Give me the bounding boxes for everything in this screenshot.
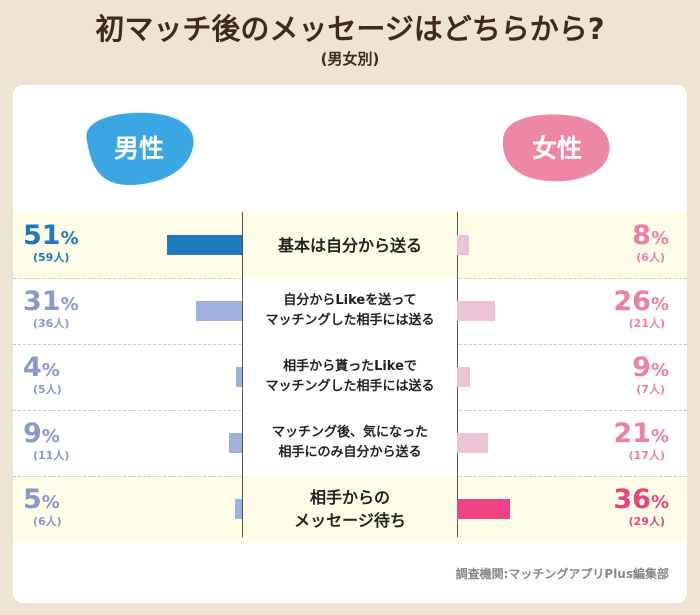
female-percent-label: 21%	[613, 420, 669, 451]
female-bar	[457, 499, 511, 519]
percent-unit: %	[650, 294, 669, 315]
female-percent-value: 26	[613, 286, 651, 317]
male-percent-value: 51	[23, 220, 61, 251]
male-bar	[166, 235, 242, 255]
percent-unit: %	[650, 426, 669, 447]
female-bar	[457, 433, 489, 453]
male-percent-value: 4	[23, 352, 42, 383]
male-percent-label: 5%	[23, 486, 60, 517]
category-label-line: 相手からの	[309, 488, 390, 507]
male-blob-shape	[86, 112, 194, 185]
category-label-line: 相手にのみ自分から送る	[278, 445, 422, 460]
male-percent-label: 9%	[23, 420, 60, 451]
male-percent-value: 31	[23, 286, 61, 317]
female-bar	[457, 367, 471, 387]
male-count-label: (59人)	[33, 251, 70, 264]
female-percent-label: 26%	[613, 288, 669, 319]
chart-title: 初マッチ後のメッセージはどちらから?	[95, 12, 605, 46]
male-count-label: (36人)	[33, 317, 70, 330]
category-label: 相手から貰ったLikeでマッチングした相手には送る	[243, 357, 457, 397]
female-count-label: (17人)	[628, 449, 665, 462]
male-bar	[234, 499, 242, 519]
female-percent-value: 8	[632, 220, 651, 251]
category-label-line: マッチング後、気になった	[271, 425, 428, 440]
percent-unit: %	[60, 294, 79, 315]
male-bar	[196, 301, 242, 321]
percent-unit: %	[650, 492, 669, 513]
category-label: 基本は自分から送る	[243, 234, 457, 257]
category-highlight	[243, 212, 457, 278]
female-count-label: (7人)	[636, 383, 665, 396]
percent-unit: %	[60, 228, 79, 249]
female-percent-label: 9%	[632, 354, 669, 385]
female-blob-shape	[502, 114, 610, 182]
percent-unit: %	[650, 360, 669, 381]
male-percent-label: 51%	[23, 222, 79, 253]
male-percent-value: 5	[23, 484, 42, 515]
percent-unit: %	[41, 360, 60, 381]
category-label-line: 基本は自分から送る	[277, 235, 422, 255]
female-percent-label: 36%	[613, 486, 669, 517]
percent-unit: %	[41, 426, 60, 447]
category-label-line: マッチングした相手には送る	[265, 313, 435, 328]
female-count-label: (6人)	[636, 251, 665, 264]
female-bar	[457, 301, 496, 321]
male-count-label: (6人)	[33, 515, 62, 528]
category-highlight	[243, 476, 457, 542]
chart-card: 男性 女性 基本は自分から送る自分からLikeを送ってマッチングした相手には送る…	[13, 85, 687, 603]
category-label-line: 自分からLikeを送って	[283, 293, 417, 308]
female-bar	[457, 235, 469, 255]
male-percent-label: 31%	[23, 288, 79, 319]
category-panel: 基本は自分から送る 自分からLikeを送って マッチングした相手には送る 相手から貰っ…	[242, 212, 458, 542]
female-series-label: 女性	[531, 134, 582, 163]
male-series-label: 男性	[113, 134, 164, 163]
percent-unit: %	[41, 492, 60, 513]
category-label-line: マッチングした相手には送る	[265, 379, 435, 394]
female-count-label: (21人)	[628, 317, 665, 330]
male-bar	[228, 433, 242, 453]
female-percent-value: 21	[613, 418, 651, 449]
percent-unit: %	[650, 228, 669, 249]
male-percent-value: 9	[23, 418, 42, 449]
male-count-label: (5人)	[33, 383, 62, 396]
source-credit: 調査機関:マッチングアプリPlus編集部	[455, 567, 669, 581]
category-label-line: 相手から貰ったLikeで	[283, 359, 417, 374]
category-label: マッチング後、気になった 相手にのみ自分から送る	[243, 423, 457, 463]
category-label-line: メッセージ待ち	[294, 511, 406, 530]
category-label: 相手からのメッセージ待ち	[243, 486, 457, 532]
male-percent-label: 4%	[23, 354, 60, 385]
male-bar	[236, 367, 242, 387]
female-percent-label: 8%	[632, 222, 669, 253]
male-count-label: (11人)	[33, 449, 70, 462]
female-percent-value: 36	[613, 484, 651, 515]
female-percent-value: 9	[632, 352, 651, 383]
female-count-label: (29人)	[628, 515, 665, 528]
category-label: 自分からLikeを送ってマッチングした相手には送る	[243, 291, 457, 331]
chart-subtitle: (男女別)	[320, 50, 380, 68]
